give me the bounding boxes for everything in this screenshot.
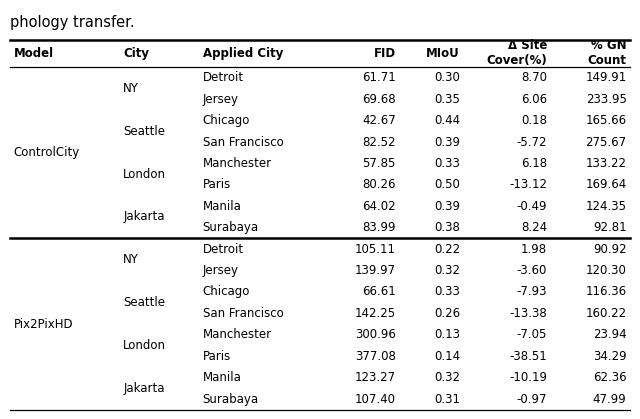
Text: San Francisco: San Francisco — [203, 135, 284, 148]
Text: Jakarta: Jakarta — [124, 210, 164, 223]
Text: 64.02: 64.02 — [362, 200, 396, 213]
Text: Manila: Manila — [203, 200, 241, 213]
Text: London: London — [124, 339, 166, 352]
Text: 142.25: 142.25 — [355, 307, 396, 320]
Text: Applied City: Applied City — [203, 47, 283, 60]
Text: 377.08: 377.08 — [355, 350, 396, 363]
Text: 69.68: 69.68 — [362, 93, 396, 106]
Text: London: London — [124, 168, 166, 181]
Text: 165.66: 165.66 — [586, 114, 627, 127]
Text: 0.13: 0.13 — [434, 328, 460, 341]
Text: 8.24: 8.24 — [521, 221, 547, 234]
Text: 66.61: 66.61 — [362, 285, 396, 298]
Text: 160.22: 160.22 — [586, 307, 627, 320]
Text: Seattle: Seattle — [124, 296, 165, 309]
Text: Detroit: Detroit — [203, 71, 244, 84]
Text: -7.93: -7.93 — [516, 285, 547, 298]
Text: Jakarta: Jakarta — [124, 382, 164, 395]
Text: 6.06: 6.06 — [521, 93, 547, 106]
Text: 275.67: 275.67 — [586, 135, 627, 148]
Text: 116.36: 116.36 — [586, 285, 627, 298]
Text: 34.29: 34.29 — [593, 350, 627, 363]
Text: 0.33: 0.33 — [434, 285, 460, 298]
Text: 47.99: 47.99 — [593, 393, 627, 406]
Text: 1.98: 1.98 — [521, 243, 547, 256]
Text: 0.31: 0.31 — [434, 393, 460, 406]
Text: -38.51: -38.51 — [509, 350, 547, 363]
Text: 90.92: 90.92 — [593, 243, 627, 256]
Text: -0.97: -0.97 — [516, 393, 547, 406]
Text: 62.36: 62.36 — [593, 371, 627, 384]
Text: % GN
Count: % GN Count — [588, 39, 627, 67]
Text: -13.38: -13.38 — [509, 307, 547, 320]
Text: 233.95: 233.95 — [586, 93, 627, 106]
Text: 0.39: 0.39 — [434, 200, 460, 213]
Text: Chicago: Chicago — [203, 285, 250, 298]
Text: Chicago: Chicago — [203, 114, 250, 127]
Text: Model: Model — [13, 47, 54, 60]
Text: Pix2PixHD: Pix2PixHD — [13, 318, 73, 331]
Text: 0.26: 0.26 — [434, 307, 460, 320]
Text: 8.70: 8.70 — [521, 71, 547, 84]
Text: Paris: Paris — [203, 178, 231, 191]
Text: Manila: Manila — [203, 371, 241, 384]
Text: 0.38: 0.38 — [434, 221, 460, 234]
Text: 120.30: 120.30 — [586, 264, 627, 277]
Text: 0.32: 0.32 — [434, 371, 460, 384]
Text: 149.91: 149.91 — [586, 71, 627, 84]
Text: 124.35: 124.35 — [586, 200, 627, 213]
Text: 105.11: 105.11 — [355, 243, 396, 256]
Text: City: City — [124, 47, 149, 60]
Text: 123.27: 123.27 — [355, 371, 396, 384]
Text: -5.72: -5.72 — [516, 135, 547, 148]
Text: Manchester: Manchester — [203, 157, 272, 170]
Text: ControlCity: ControlCity — [13, 146, 80, 159]
Text: Manchester: Manchester — [203, 328, 272, 341]
Text: MIoU: MIoU — [426, 47, 460, 60]
Text: 0.33: 0.33 — [434, 157, 460, 170]
Text: -0.49: -0.49 — [516, 200, 547, 213]
Text: 0.35: 0.35 — [434, 93, 460, 106]
Text: 107.40: 107.40 — [355, 393, 396, 406]
Text: 6.18: 6.18 — [521, 157, 547, 170]
Text: 0.50: 0.50 — [434, 178, 460, 191]
Text: 57.85: 57.85 — [362, 157, 396, 170]
Text: 61.71: 61.71 — [362, 71, 396, 84]
Text: -3.60: -3.60 — [516, 264, 547, 277]
Text: 133.22: 133.22 — [586, 157, 627, 170]
Text: NY: NY — [124, 82, 139, 95]
Text: 80.26: 80.26 — [362, 178, 396, 191]
Text: Paris: Paris — [203, 350, 231, 363]
Text: Jersey: Jersey — [203, 93, 239, 106]
Text: Seattle: Seattle — [124, 125, 165, 138]
Text: 139.97: 139.97 — [355, 264, 396, 277]
Text: -7.05: -7.05 — [516, 328, 547, 341]
Text: 42.67: 42.67 — [362, 114, 396, 127]
Text: 0.39: 0.39 — [434, 135, 460, 148]
Text: 83.99: 83.99 — [362, 221, 396, 234]
Text: 300.96: 300.96 — [355, 328, 396, 341]
Text: Surabaya: Surabaya — [203, 221, 259, 234]
Text: 23.94: 23.94 — [593, 328, 627, 341]
Text: -13.12: -13.12 — [509, 178, 547, 191]
Text: Jersey: Jersey — [203, 264, 239, 277]
Text: 169.64: 169.64 — [586, 178, 627, 191]
Text: 0.32: 0.32 — [434, 264, 460, 277]
Text: 82.52: 82.52 — [362, 135, 396, 148]
Text: 0.14: 0.14 — [434, 350, 460, 363]
Text: Detroit: Detroit — [203, 243, 244, 256]
Text: 0.18: 0.18 — [521, 114, 547, 127]
Text: 92.81: 92.81 — [593, 221, 627, 234]
Text: FID: FID — [374, 47, 396, 60]
Text: 0.30: 0.30 — [434, 71, 460, 84]
Text: Δ Site
Cover(%): Δ Site Cover(%) — [486, 39, 547, 67]
Text: NY: NY — [124, 253, 139, 266]
Text: San Francisco: San Francisco — [203, 307, 284, 320]
Text: phology transfer.: phology transfer. — [10, 15, 134, 30]
Text: 0.44: 0.44 — [434, 114, 460, 127]
Text: 0.22: 0.22 — [434, 243, 460, 256]
Text: Surabaya: Surabaya — [203, 393, 259, 406]
Text: -10.19: -10.19 — [509, 371, 547, 384]
